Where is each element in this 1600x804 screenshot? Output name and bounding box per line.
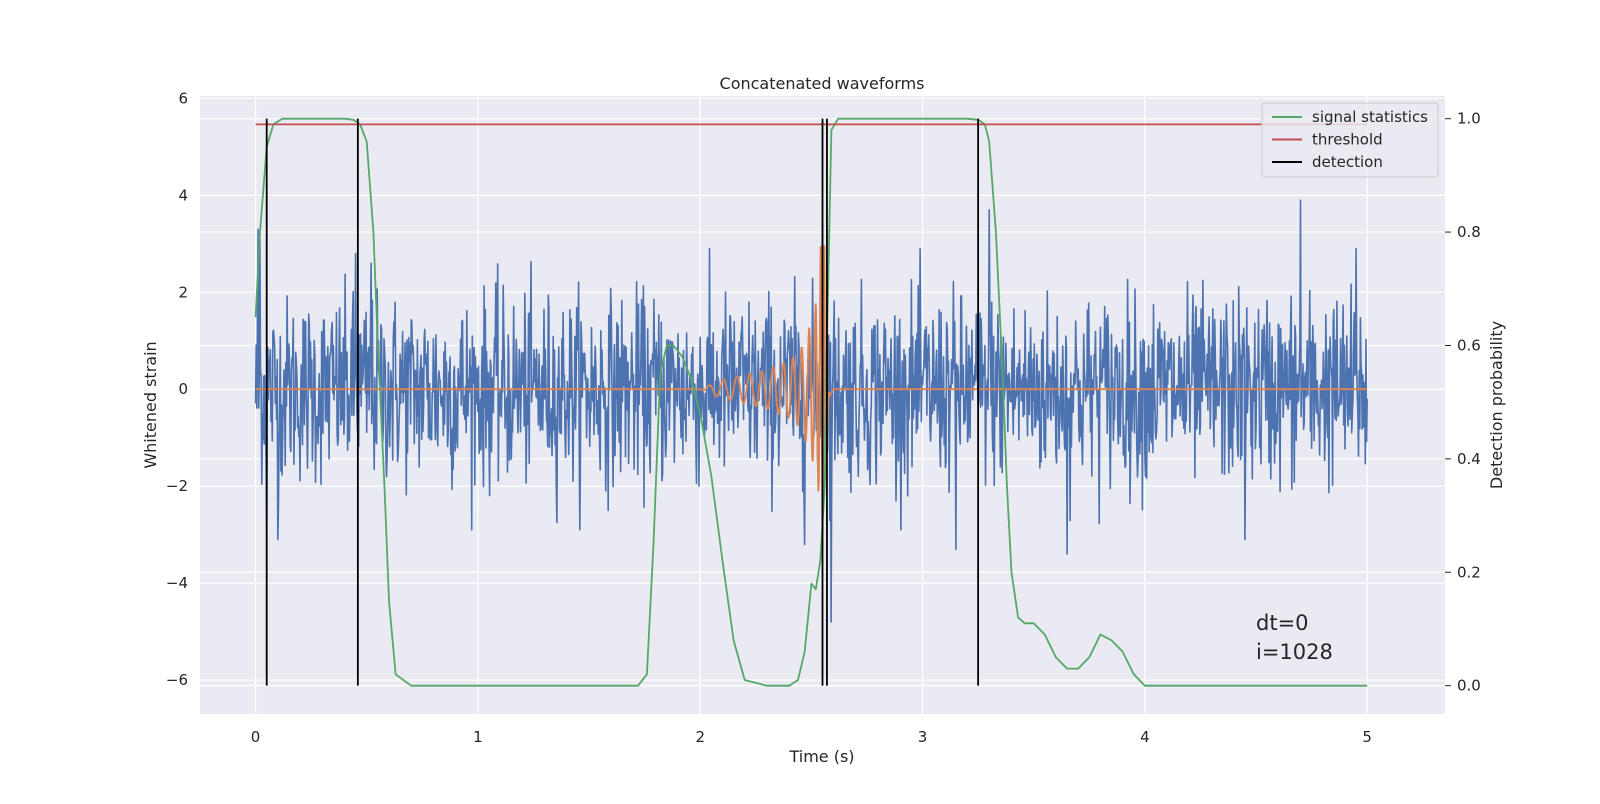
y2-tick-label: 0.6 [1457, 336, 1481, 354]
x-tick-label: 2 [695, 728, 705, 746]
legend: signal statistics threshold detection [1261, 102, 1439, 178]
legend-label-signal-statistics: signal statistics [1312, 108, 1428, 126]
chart-title: Concatenated waveforms [720, 74, 925, 93]
x-tick-labels: 0 1 2 3 4 5 [251, 728, 1372, 746]
y2-tick-labels: 0.0 0.2 0.4 0.6 0.8 1.0 [1445, 110, 1481, 695]
signal-statistics-layer [254, 117, 1368, 687]
y-tick-label: 2 [178, 283, 188, 301]
x-tick-label: 1 [473, 728, 483, 746]
y-tick-label: −6 [166, 671, 188, 689]
y-axis-label: Whitened strain [141, 341, 160, 468]
x-axis-label: Time (s) [788, 747, 854, 766]
detection-layer [265, 118, 980, 686]
waveform-layer [255, 245, 1368, 549]
y-tick-label: 4 [178, 186, 188, 204]
legend-box [1261, 102, 1439, 178]
y2-axis-label: Detection probability [1487, 321, 1506, 489]
annotation-index: i=1028 [1256, 640, 1333, 664]
x-tick-label: 3 [918, 728, 928, 746]
x-tick-label: 0 [251, 728, 261, 746]
y2-tick-label: 0.0 [1457, 677, 1481, 695]
y-tick-label: 0 [178, 380, 188, 398]
y-tick-label: 6 [178, 89, 188, 107]
y2-tick-label: 0.2 [1457, 563, 1481, 581]
annotation-dt: dt=0 [1256, 611, 1309, 635]
x-tick-label: 5 [1362, 728, 1372, 746]
waveform-trace [255, 245, 1368, 549]
y-tick-labels: −6 −4 −2 0 2 4 6 [166, 89, 188, 689]
x-tick-label: 4 [1140, 728, 1150, 746]
y-tick-label: −2 [166, 477, 188, 495]
y2-tick-label: 0.4 [1457, 450, 1481, 468]
y-tick-label: −4 [166, 574, 188, 592]
legend-label-threshold: threshold [1312, 131, 1383, 149]
signal-statistics-line [254, 117, 1368, 687]
y2-tick-label: 0.8 [1457, 223, 1481, 241]
y2-tick-label: 1.0 [1457, 110, 1481, 128]
legend-label-detection: detection [1312, 153, 1383, 171]
